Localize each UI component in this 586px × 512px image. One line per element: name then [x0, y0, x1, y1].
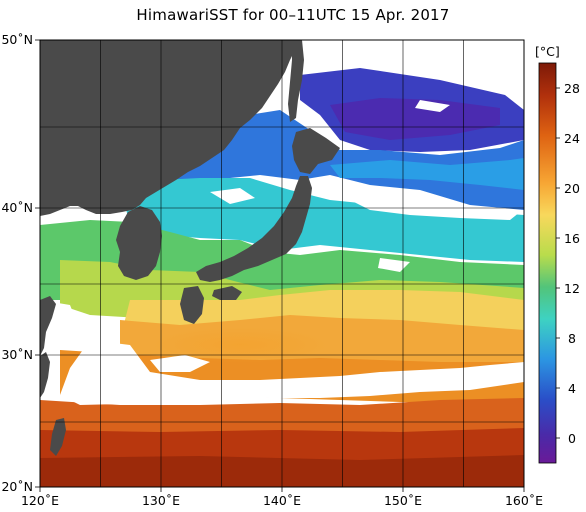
land-korea: [116, 206, 162, 280]
lon-tick-label: 150˚E: [384, 493, 422, 508]
land-china-south: [40, 352, 50, 398]
colorbar-tick-label: 24: [564, 131, 580, 146]
land-masses: [40, 40, 340, 456]
sst-band-cyan: [120, 178, 524, 262]
sst-band-very-cold: [330, 98, 500, 140]
lat-tick-label: 50˚N: [1, 32, 33, 47]
lat-tick-label: 40˚N: [1, 200, 33, 215]
colorbar-tick-label: 28: [564, 81, 580, 96]
land-honshu: [196, 176, 312, 282]
lat-axis-labels: 50˚N 40˚N 30˚N 20˚N: [1, 32, 33, 494]
land-sakhalin: [288, 40, 304, 122]
land-hokkaido: [292, 128, 340, 174]
colorbar-tick-label: 8: [568, 331, 576, 346]
colorbar-gradient: [538, 62, 557, 464]
colorbar-tick-label: 0: [568, 431, 576, 446]
colorbar-tick-label: 20: [564, 181, 580, 196]
colorbar-tick-label: 4: [568, 381, 576, 396]
land-china-coast: [40, 296, 56, 356]
land-asia-mainland: [40, 40, 300, 216]
colorbar-ticks: [556, 87, 560, 439]
colorbar: [°C] 28 24 20 16 12 8 4 0: [535, 44, 580, 464]
colorbar-tick-label: 16: [564, 231, 580, 246]
colorbar-unit: [°C]: [535, 44, 560, 59]
colorbar-tick-label: 12: [564, 281, 580, 296]
axis-ticks: [35, 39, 525, 492]
sst-band-blue-east: [330, 158, 524, 190]
land-taiwan: [50, 418, 66, 456]
lat-tick-label: 20˚N: [1, 479, 33, 494]
lon-tick-label: 160˚E: [505, 493, 543, 508]
map-title: HimawariSST for 00–11UTC 15 Apr. 2017: [136, 6, 450, 24]
kuroshio-warm-tongue: [150, 327, 330, 363]
graticule: [40, 40, 524, 487]
lon-tick-label: 140˚E: [263, 493, 301, 508]
land-shikoku: [212, 286, 242, 300]
lat-tick-label: 30˚N: [1, 347, 33, 362]
lon-tick-label: 130˚E: [142, 493, 180, 508]
lon-axis-labels: 120˚E 130˚E 140˚E 150˚E 160˚E: [21, 493, 543, 508]
lon-tick-label: 120˚E: [21, 493, 59, 508]
land-kyushu: [180, 286, 204, 324]
